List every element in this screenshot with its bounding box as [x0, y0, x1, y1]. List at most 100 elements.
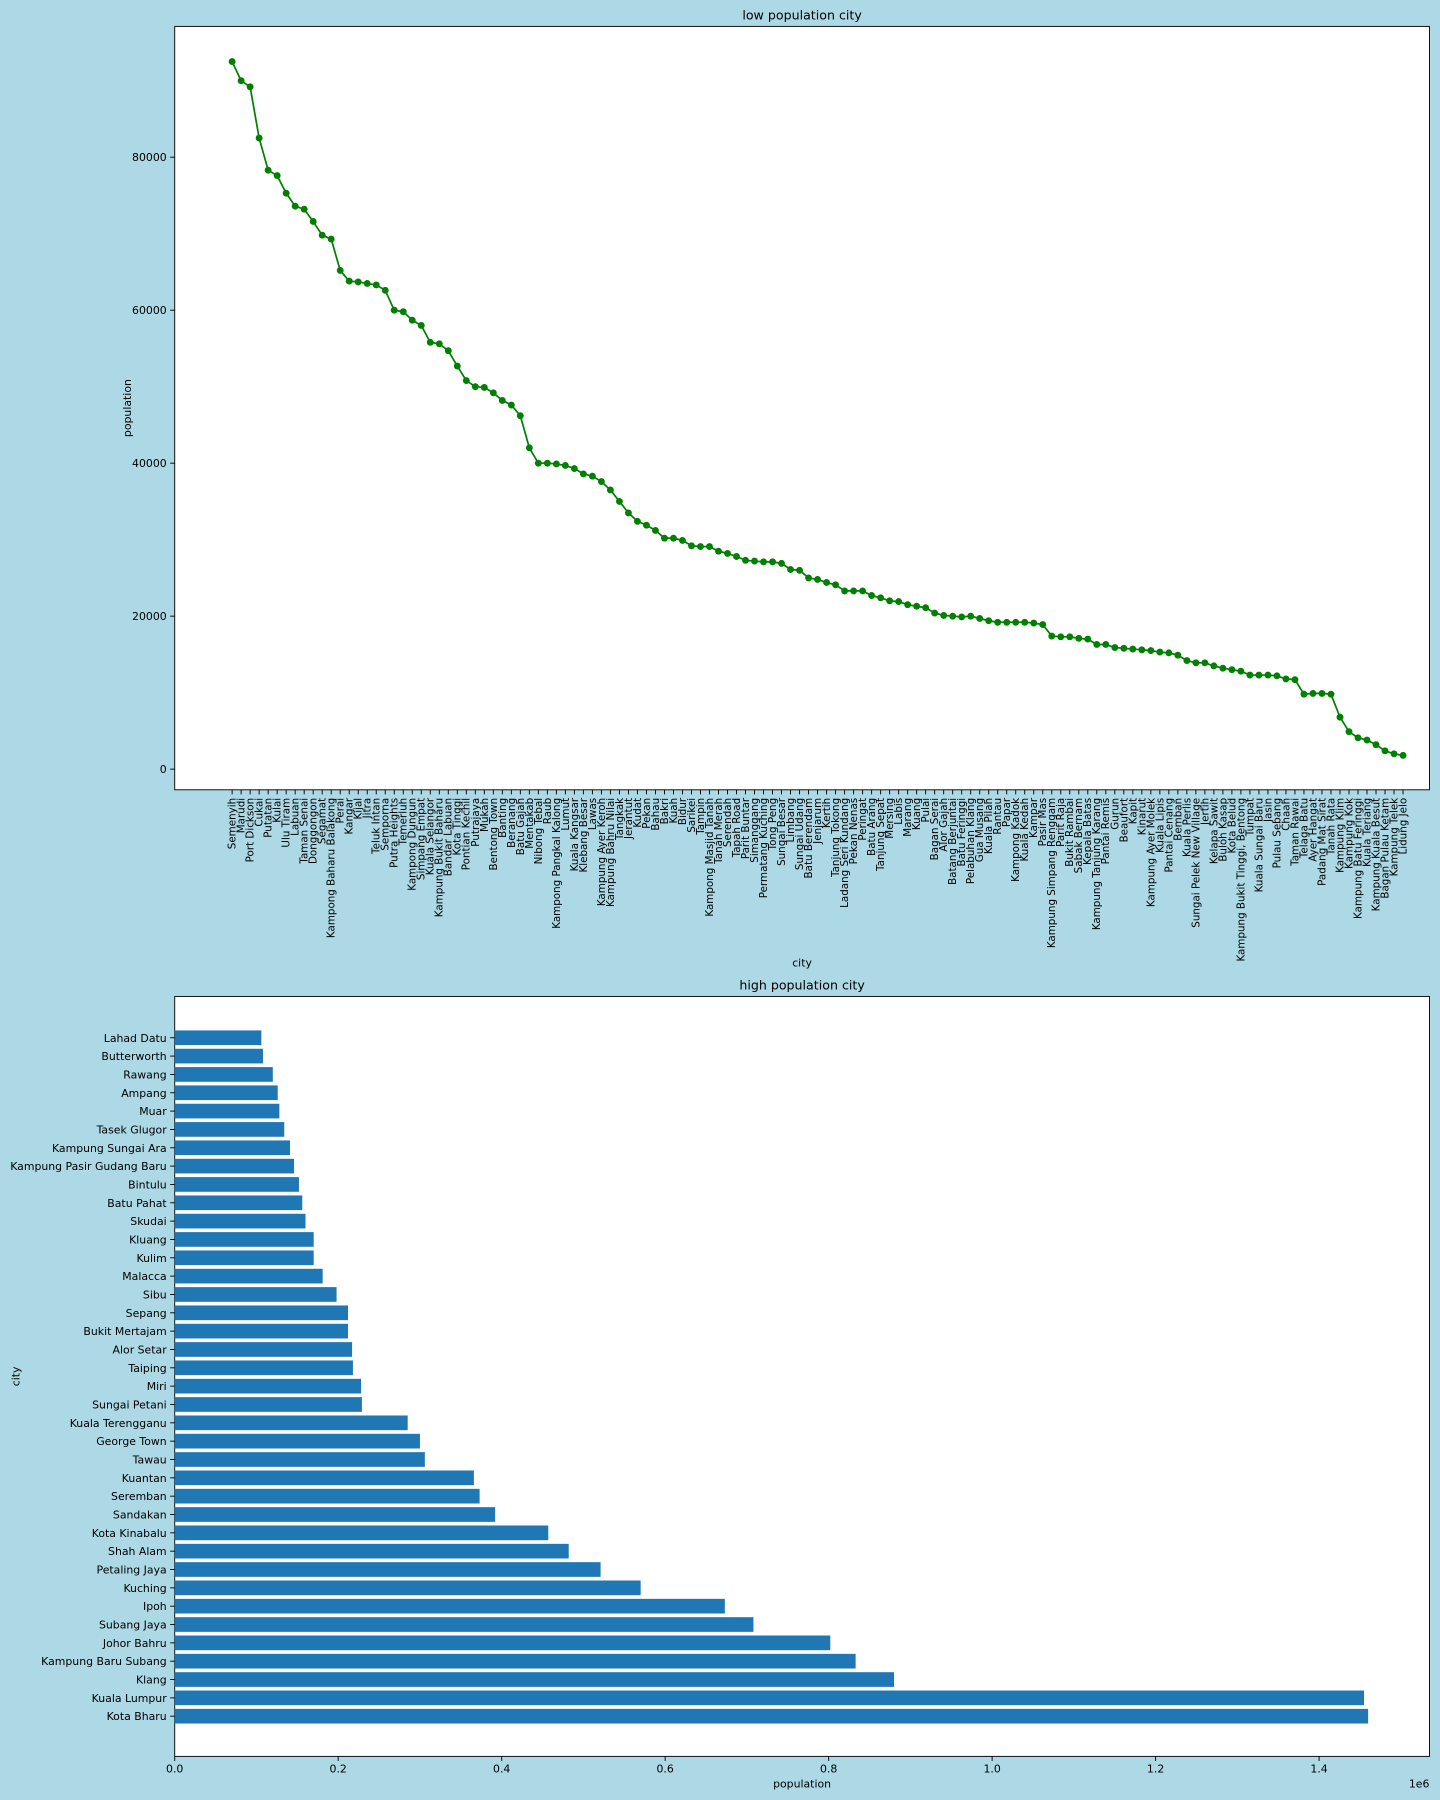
x-tick-label: Kuang [911, 798, 923, 830]
data-point [1174, 651, 1182, 659]
x-tick-label: Semenyih [227, 798, 239, 849]
y-tick-label: 20000 [132, 610, 167, 623]
y-tick-label: Butterworth [101, 1050, 166, 1063]
x-tick-label: Sungai Pelek New Village [1190, 798, 1202, 928]
x-tick-label: Bandar Labuan [443, 798, 455, 876]
data-point [877, 594, 885, 602]
bar [174, 1378, 362, 1394]
x-tick-label: Bemban [1172, 798, 1184, 841]
y-tick-label: Ipoh [143, 1600, 167, 1613]
data-point [895, 598, 903, 606]
x-tick-label: Kuala Sungai Baru [1253, 798, 1265, 893]
y-tick-label: Miri [147, 1380, 167, 1393]
data-point [670, 534, 677, 542]
x-tick-label: Putatan [263, 798, 275, 838]
x-axis-label: city [792, 957, 812, 970]
y-tick-label: Kuching [123, 1582, 166, 1595]
x-tick-label: Kampung Telek [1388, 798, 1400, 877]
x-tick-label: Tapah Road [731, 798, 743, 859]
x-tick-label: Batu Feringgi [956, 798, 968, 867]
bar [174, 1415, 408, 1431]
x-tick-label: Kampung Tanjung Karang [1091, 798, 1103, 930]
x-tick-label: Tanjung Sepat [875, 798, 887, 872]
data-point [652, 527, 659, 534]
data-point [1282, 675, 1290, 683]
x-tick-label: Tumpat [1244, 798, 1256, 837]
data-point [516, 412, 524, 420]
bar [174, 1397, 362, 1412]
data-point [1084, 635, 1092, 643]
data-point [300, 205, 308, 213]
data-point [778, 559, 785, 567]
data-point [1111, 644, 1119, 651]
data-point [1021, 618, 1029, 626]
x-tick-label: Mentakab [524, 798, 536, 849]
data-point [1291, 676, 1299, 684]
data-point [976, 615, 984, 622]
data-point [1057, 633, 1065, 641]
bar [174, 1580, 641, 1596]
y-tick-label: 80000 [132, 151, 167, 164]
bar [174, 1140, 290, 1156]
bar [174, 1635, 831, 1651]
x-tick-label: Lidung Jelo [1397, 798, 1409, 855]
y-tick-label: Kulim [137, 1252, 167, 1265]
data-point [1336, 713, 1344, 721]
data-point [1273, 672, 1281, 680]
x-tick-label: Nibong Tebal [533, 798, 545, 865]
x-offset-label: 1e6 [1409, 1777, 1430, 1790]
x-tick-label: Kangar [344, 797, 356, 834]
x-tick-label: Kampung Kok [1343, 798, 1355, 869]
y-tick-label: 0 [160, 763, 167, 776]
data-point [724, 549, 731, 557]
x-tick-label: Kota Belud [1226, 798, 1238, 854]
bar [174, 1048, 263, 1064]
x-tick-label: Batu Gajah [515, 798, 527, 855]
y-tick-label: Kota Kinabalu [92, 1527, 167, 1540]
x-tick-label: Ladang Seri Kundang [839, 798, 851, 908]
data-point [1048, 632, 1056, 640]
data-point [345, 277, 353, 285]
data-point [688, 542, 695, 550]
y-tick-label: Shah Alam [108, 1545, 167, 1558]
data-point [615, 497, 623, 505]
data-point [273, 172, 281, 180]
data-point [498, 397, 506, 404]
x-tick-label: Beranang [506, 798, 518, 848]
x-tick-label: Kinarut [1136, 798, 1148, 835]
y-axis-label: city [10, 1366, 23, 1386]
x-tick-label: Limbang [785, 798, 797, 843]
x-tick-label: Gurun [1109, 798, 1121, 830]
data-point [1354, 734, 1362, 742]
x-tick-label: Kuala Perlis [1181, 798, 1193, 857]
bar [174, 1488, 480, 1504]
data-point [1183, 657, 1191, 664]
x-tick-label: Tong Peng [767, 798, 779, 852]
x-tick-label: Beaufort [1118, 798, 1130, 843]
data-point [679, 536, 686, 544]
y-tick-label: Kota Bharu [107, 1710, 167, 1723]
x-tick-label: Kapit [1127, 798, 1139, 824]
x-tick-label: Marang [902, 798, 914, 837]
bar [174, 1360, 353, 1376]
x-tick-label: 0.4 [493, 1762, 510, 1775]
data-point [1156, 648, 1164, 656]
y-tick-label: Kuantan [122, 1472, 167, 1485]
data-point [390, 306, 398, 314]
y-axis-label: population [121, 379, 134, 437]
data-point [1066, 633, 1074, 641]
y-tick-label: Subang Jaya [99, 1619, 167, 1632]
x-tick-label: Peringat [857, 798, 869, 841]
x-tick-label: Kepala Batas [1082, 798, 1094, 865]
data-point [318, 231, 326, 239]
bar [174, 1342, 353, 1357]
y-tick-label: Ampang [121, 1087, 166, 1100]
y-tick-label: Rawang [123, 1068, 166, 1081]
data-point [967, 612, 975, 620]
data-point [327, 235, 335, 243]
data-point [444, 347, 452, 355]
y-tick-label: Tawau [132, 1454, 167, 1467]
x-tick-label: 1.2 [1147, 1762, 1164, 1775]
data-point [832, 581, 840, 589]
